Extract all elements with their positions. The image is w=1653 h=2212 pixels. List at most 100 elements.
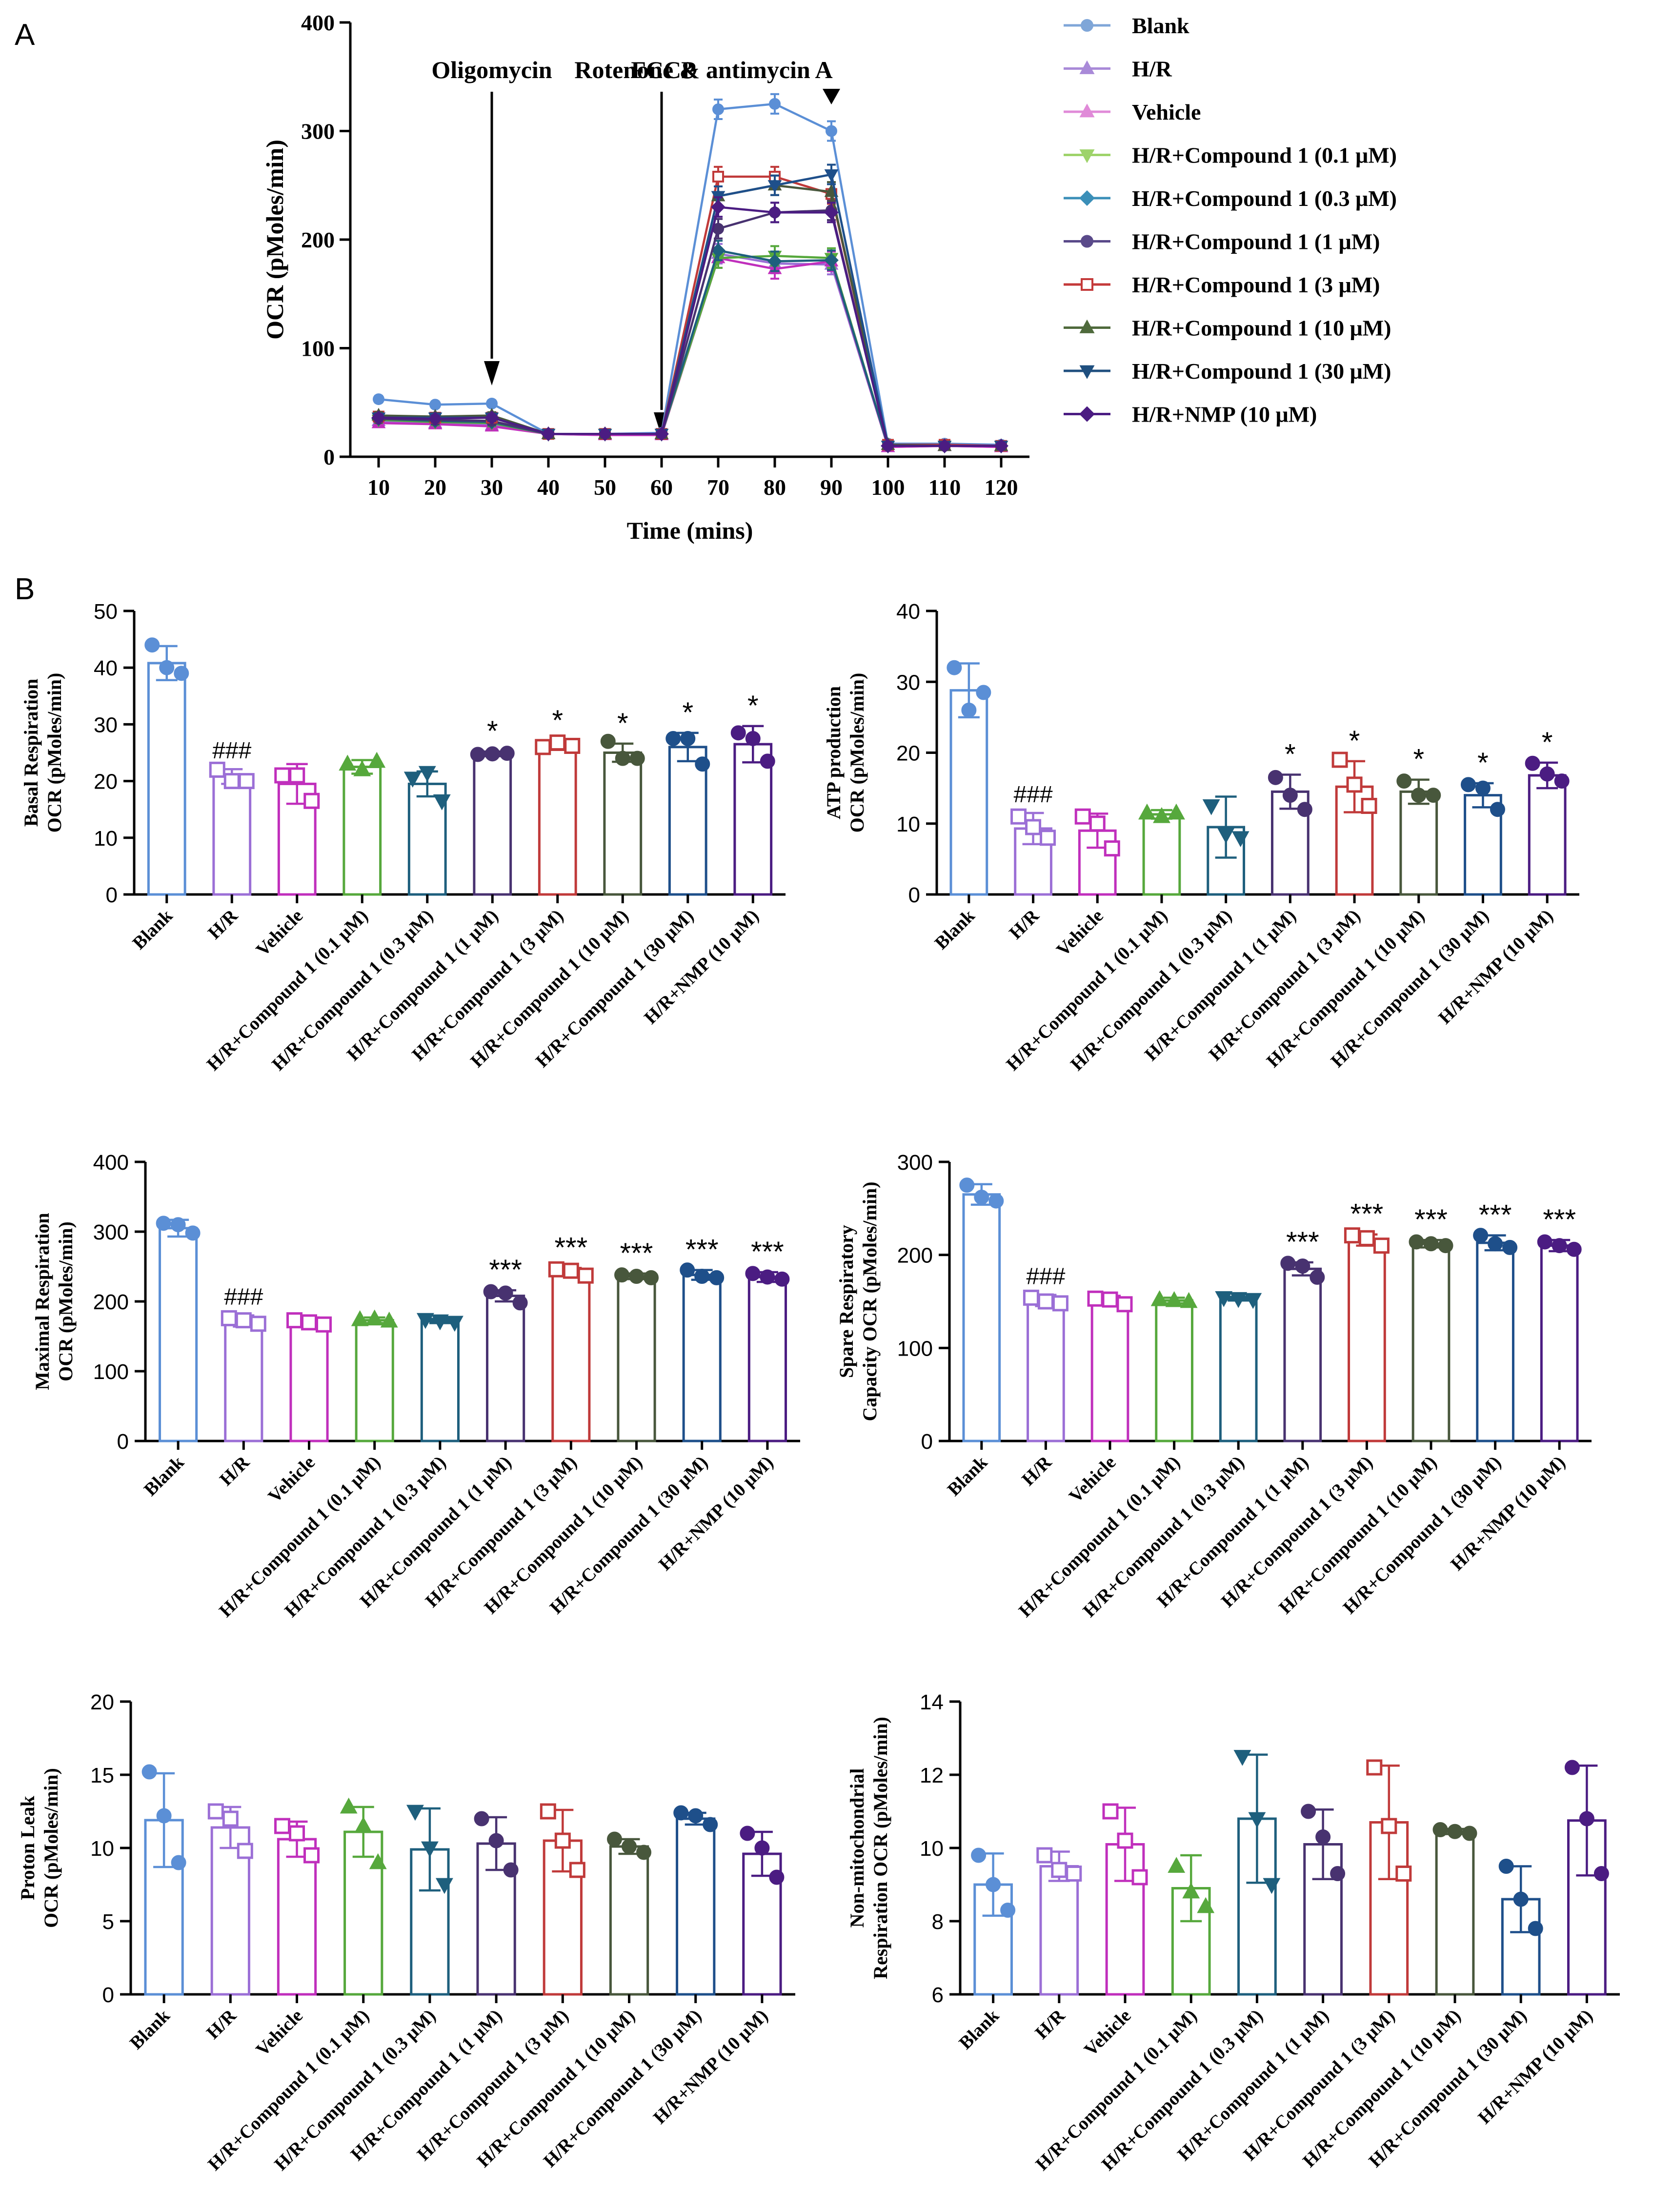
bar-group-h-r	[1036, 1847, 1082, 1996]
data-point	[1358, 1230, 1375, 1246]
bar-group-h-r: ###	[1023, 1264, 1068, 1442]
bar	[949, 689, 988, 896]
bar-group-h-r-nmp-10-m: *	[1525, 727, 1570, 896]
legend: Blank H/R Vehicle H/R+Compound 1 (0.1 μM) H/…	[1064, 13, 1397, 427]
data-point	[369, 1853, 387, 1869]
y-tick-label: 100	[93, 1360, 129, 1384]
bar	[676, 1817, 716, 1996]
data-point	[1564, 1760, 1580, 1775]
y-axis-label-line1: Spare Respiratory	[835, 1225, 857, 1378]
series-blank	[372, 93, 1008, 451]
legend-item-h-r-compound-1-10-m: H/R+Compound 1 (10 μM)	[1064, 316, 1391, 341]
data-point	[1215, 1291, 1233, 1307]
significance-mark: ***	[1479, 1199, 1512, 1231]
data-point	[483, 1284, 499, 1299]
data-point	[301, 1314, 317, 1331]
x-tick-label: H/R+NMP (10 μM)	[649, 2006, 772, 2128]
bar	[1411, 1242, 1451, 1442]
data-point	[1297, 802, 1312, 817]
data-point	[368, 751, 386, 768]
data-point	[1488, 1236, 1503, 1252]
data-point	[695, 756, 710, 772]
bar	[1435, 1830, 1475, 1996]
legend-marker	[1080, 235, 1094, 248]
y-tick-label: 50	[94, 600, 118, 624]
annotation-rotenone-antimycin-a: Rotenone & antimycin A	[574, 56, 832, 83]
bar	[277, 1838, 317, 1996]
data-point	[485, 397, 498, 409]
maximal-respiration-chart: 0 100 200 300 400 Maximal Respiration OCR (pMo…	[31, 1151, 800, 1622]
legend-marker	[1079, 149, 1095, 163]
annotation-fccp: FCCP	[631, 56, 696, 83]
bar-group-h-r: ###	[1010, 782, 1056, 896]
data-point	[1381, 1818, 1397, 1834]
data-point	[488, 1833, 504, 1848]
data-point	[380, 1311, 398, 1328]
bar	[1399, 790, 1438, 896]
data-point	[1282, 788, 1298, 803]
bar-group-vehicle	[274, 763, 320, 896]
data-point	[221, 1310, 237, 1326]
data-point	[484, 746, 500, 762]
data-point	[1528, 1921, 1543, 1936]
significance-mark: ***	[1351, 1198, 1384, 1230]
y-tick-label: 20	[90, 1690, 114, 1714]
data-point	[1344, 1227, 1360, 1244]
panel-label-a: A	[15, 18, 35, 52]
data-point	[512, 1295, 528, 1311]
data-point	[274, 767, 291, 784]
y-tick-label: 10	[94, 827, 118, 851]
bar-group-h-r-nmp-10-m: ***	[1537, 1204, 1582, 1442]
legend-label: Blank	[1132, 13, 1189, 38]
bar	[1219, 1297, 1258, 1442]
bar-group-h-r: ###	[221, 1284, 266, 1442]
data-point	[1554, 773, 1570, 789]
y-tick-label: 200	[301, 227, 335, 252]
series-line	[378, 205, 1001, 447]
bar	[1039, 1865, 1079, 1996]
x-tick-label: H/R+NMP (10 μM)	[1434, 906, 1557, 1028]
y-tick-label: 10	[920, 1837, 944, 1861]
significance-mark: ***	[620, 1238, 653, 1269]
bar-group-blank	[141, 1764, 186, 1996]
legend-marker	[1079, 103, 1095, 118]
data-point	[709, 1270, 725, 1285]
bar-group-h-r-compound-1-1-m: *	[470, 715, 515, 896]
bar-group-blank	[959, 1177, 1004, 1442]
significance-mark: *	[1349, 725, 1360, 757]
y-tick-label: 0	[323, 445, 335, 469]
data-point	[988, 1193, 1004, 1209]
data-point	[372, 393, 385, 406]
data-point	[606, 1831, 623, 1847]
data-point	[769, 1869, 785, 1885]
data-point	[339, 754, 357, 771]
data-point	[340, 1797, 358, 1814]
annotation-arrow-head	[823, 89, 840, 104]
data-point	[1010, 808, 1027, 825]
data-point	[577, 1267, 594, 1284]
x-tick-label: Blank	[129, 905, 177, 954]
data-point	[712, 170, 724, 183]
bar-group-h-r-compound-1-3-m: ***	[548, 1232, 594, 1442]
data-point	[974, 1190, 989, 1205]
y-axis-label-line1: ATP production	[823, 686, 845, 819]
y-axis-label-line2: Capacity OCR (pMoles/min)	[859, 1181, 881, 1421]
bar-group-h-r-compound-1-0-3-m	[1233, 1750, 1281, 1996]
data-point	[1138, 803, 1156, 820]
bar	[1090, 1299, 1129, 1442]
bar	[1476, 1241, 1514, 1442]
bar	[1348, 1238, 1386, 1442]
bar-group-vehicle	[1074, 808, 1120, 896]
bar-group-h-r-nmp-10-m	[740, 1826, 785, 1996]
data-point	[1263, 1878, 1281, 1894]
data-point	[435, 1878, 453, 1894]
x-tick-label: 90	[820, 475, 843, 500]
data-point	[445, 1316, 464, 1332]
data-point	[673, 1805, 689, 1821]
data-point	[416, 1313, 434, 1329]
data-point	[470, 747, 485, 762]
data-point	[1074, 808, 1091, 825]
bar-group-h-r-compound-1-0-1-m	[351, 1309, 398, 1442]
data-point	[615, 751, 630, 766]
bar-group-vehicle	[274, 1818, 320, 1996]
